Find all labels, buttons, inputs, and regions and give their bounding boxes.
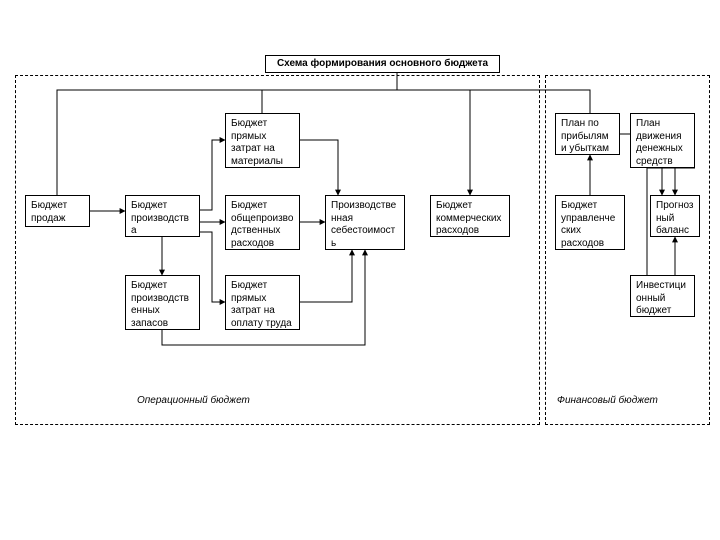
title-box: Схема формирования основного бюджета <box>265 55 500 73</box>
operational-label: Операционный бюджет <box>135 395 252 406</box>
node-commercial: Бюджет коммерческих расходов <box>430 195 510 237</box>
node-sales: Бюджет продаж <box>25 195 90 227</box>
node-materials: Бюджет прямых затрат на материалы <box>225 113 300 168</box>
node-overhead: Бюджет общепроизводственных расходов <box>225 195 300 250</box>
node-production: Бюджет производства <box>125 195 200 237</box>
node-profit: План по прибылям и убыткам <box>555 113 620 155</box>
diagram-canvas: { "diagram": { "type": "flowchart", "wid… <box>0 0 720 540</box>
node-cost: Производственная себестоимость <box>325 195 405 250</box>
node-cashflow: План движения денежных средств <box>630 113 695 168</box>
node-balance: Прогнозный баланс <box>650 195 700 237</box>
financial-label: Финансовый бюджет <box>555 395 660 406</box>
node-invest: Инвестиционный бюджет <box>630 275 695 317</box>
node-labor: Бюджет прямых затрат на оплату труда <box>225 275 300 330</box>
node-admin: Бюджет управленческих расходов <box>555 195 625 250</box>
node-inventory: Бюджет производственных запасов <box>125 275 200 330</box>
